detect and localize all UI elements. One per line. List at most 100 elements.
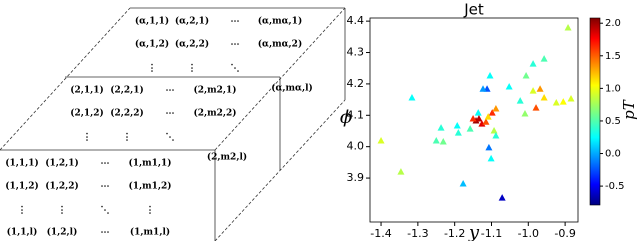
scatter-point bbox=[492, 105, 500, 112]
matrix-entry: (1,2,1) bbox=[45, 158, 79, 169]
matrix-entry: (2,2,1) bbox=[110, 85, 144, 96]
matrix-entry: ⋮ bbox=[188, 63, 197, 74]
scatter-point bbox=[487, 154, 495, 162]
colorbar-tick-label: 2.0 bbox=[605, 18, 621, 29]
matrix-entry: (2,m2,2) bbox=[193, 108, 236, 119]
scatter-point bbox=[454, 129, 462, 136]
matrix-entry: ⋮ bbox=[148, 63, 157, 74]
colorbar-tick-label: 0.0 bbox=[605, 149, 621, 160]
scatter-point bbox=[498, 194, 506, 201]
colorbar-tick-label: 1.0 bbox=[605, 83, 621, 94]
scatter-point bbox=[529, 87, 537, 94]
matrix-entry: ⋯ bbox=[166, 86, 175, 96]
matrix-entry: (1,1,1) bbox=[5, 158, 39, 169]
scatter-point bbox=[521, 110, 529, 117]
scatter-point bbox=[478, 120, 486, 127]
matrix-entry: ⋯ bbox=[101, 182, 110, 192]
matrix-entry: ⋯ bbox=[231, 17, 240, 27]
matrix-entry: (α,2,1) bbox=[175, 16, 209, 27]
scatter-point bbox=[492, 132, 500, 139]
matrix-entry: (1,2,2) bbox=[45, 181, 79, 192]
matrix-entry: ⋮ bbox=[123, 132, 132, 143]
x-tick-label: -1.4 bbox=[370, 227, 391, 240]
scatter-point bbox=[459, 180, 467, 187]
scatter-point bbox=[532, 104, 540, 111]
matrix-entry: (1,m1,l) bbox=[130, 227, 170, 238]
scatter-point bbox=[475, 115, 483, 122]
y-tick-label: 4.1 bbox=[347, 108, 365, 121]
matrix-entry: (α,2,2) bbox=[175, 39, 209, 50]
scatter-point bbox=[485, 143, 493, 151]
x-tick-label: -0.9 bbox=[554, 227, 575, 240]
matrix-entry: ⋱ bbox=[101, 205, 110, 216]
x-tick-label: -1.3 bbox=[407, 227, 428, 240]
matrix-entry: ⋮ bbox=[18, 205, 27, 216]
y-tick-label: 4.3 bbox=[347, 46, 365, 59]
scatter-point bbox=[522, 72, 530, 79]
y-tick-label: 4.4 bbox=[347, 14, 365, 27]
matrix-entry: (α,1,2) bbox=[135, 39, 169, 50]
matrix-entry: ⋯ bbox=[101, 159, 110, 169]
scatter-point bbox=[437, 124, 445, 131]
y-tick-label: 4.0 bbox=[347, 140, 365, 153]
scatter-point bbox=[432, 137, 440, 144]
matrix-entry: (2,1,2) bbox=[70, 108, 104, 119]
matrix-entry: (α,mα,1) bbox=[258, 16, 302, 27]
scatter-point bbox=[466, 125, 474, 132]
matrix-entry: ⋱ bbox=[231, 63, 240, 74]
matrix-entry: ⋯ bbox=[231, 40, 240, 50]
matrix-entry: (1,1,2) bbox=[5, 181, 39, 192]
x-tick-label: -1.2 bbox=[444, 227, 465, 240]
scatter-point bbox=[559, 98, 567, 105]
scatter-point bbox=[564, 24, 572, 31]
scatter-point bbox=[469, 115, 477, 122]
scatter-point bbox=[482, 118, 490, 125]
scatter-point bbox=[439, 137, 447, 145]
y-tick-label: 4.2 bbox=[347, 77, 365, 90]
matrix-entry: (1,2,l) bbox=[47, 227, 78, 238]
matrix-entry: (1,m1,2) bbox=[128, 181, 171, 192]
scatter-point bbox=[397, 168, 405, 175]
scatter-point bbox=[472, 116, 480, 124]
scatter-point bbox=[486, 72, 494, 79]
scatter-point bbox=[484, 113, 492, 120]
matrix-entry: (2,2,2) bbox=[110, 108, 144, 119]
matrix-entry: ⋯ bbox=[101, 228, 110, 238]
matrix-entry: (α,1,1) bbox=[135, 16, 169, 27]
x-tick-label: -1.0 bbox=[518, 227, 539, 240]
scatter-point bbox=[540, 55, 548, 62]
colorbar-label: pT bbox=[620, 99, 638, 120]
scatter-point bbox=[490, 126, 498, 134]
colorbar-tick-label: -0.5 bbox=[605, 181, 625, 192]
matrix-entry: ⋮ bbox=[83, 132, 92, 143]
scatter-point bbox=[529, 60, 537, 67]
scatter-point bbox=[552, 99, 560, 106]
matrix-entry: (α,mα,2) bbox=[258, 39, 302, 50]
matrix-entry: (1,m1,1) bbox=[128, 158, 171, 169]
matrix-corner-entry: (α,mα,l) bbox=[271, 83, 313, 94]
matrix-entry: ⋯ bbox=[166, 109, 175, 119]
diagram-lines bbox=[0, 7, 346, 241]
scatter-point bbox=[479, 85, 487, 92]
matrix-entry: (1,1,l) bbox=[7, 227, 38, 238]
matrix-corner-entry: (2,m2,l) bbox=[207, 152, 247, 163]
y-axis-label: ϕ bbox=[340, 107, 352, 128]
matrix-entry: (2,1,1) bbox=[70, 85, 104, 96]
scatter-point bbox=[408, 94, 416, 101]
scatter-point bbox=[516, 97, 524, 104]
plot-frame bbox=[369, 17, 579, 223]
colorbar-tick-label: 1.5 bbox=[605, 51, 621, 62]
scatter-point bbox=[474, 109, 482, 116]
chart-title: Jet bbox=[463, 1, 484, 19]
scatter-point bbox=[540, 94, 548, 101]
scatter-point bbox=[505, 83, 513, 90]
colorbar-tick-label: 0.5 bbox=[605, 116, 621, 127]
matrix-entry: ⋱ bbox=[166, 132, 175, 143]
colorbar bbox=[589, 17, 601, 206]
y-tick-label: 3.9 bbox=[347, 171, 365, 184]
scatter-point bbox=[488, 109, 496, 116]
scatter-point bbox=[377, 137, 385, 144]
x-tick-label: -1.1 bbox=[481, 227, 502, 240]
x-axis-label: y bbox=[468, 222, 480, 241]
